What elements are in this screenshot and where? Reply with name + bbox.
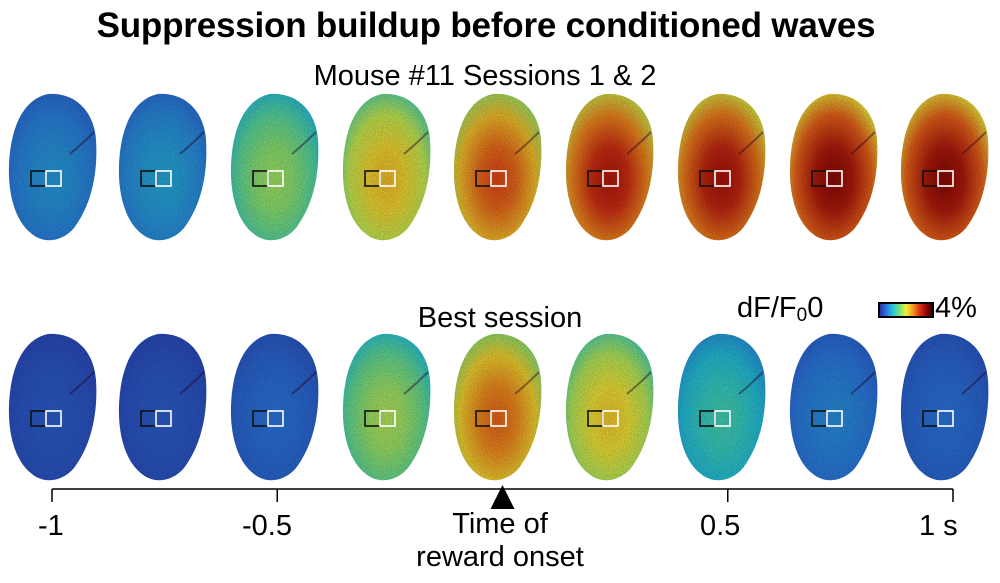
- top-vessel-4: [403, 131, 429, 155]
- bottom-roi-right-2: [155, 410, 172, 427]
- top-vessel-2: [179, 131, 205, 155]
- bottom-row-label: Best session: [417, 302, 583, 334]
- bottom-vessel-3: [291, 371, 317, 395]
- bottom-vessel-1: [69, 371, 95, 395]
- top-speckle-8: [789, 93, 878, 241]
- top-panel-6: [565, 93, 654, 241]
- top-roi-right-5: [490, 170, 507, 187]
- top-panel-4: [342, 93, 431, 241]
- colorbar-label: dF/F00: [737, 292, 824, 326]
- bottom-panel-2: [118, 333, 207, 481]
- top-roi-right-3: [267, 170, 284, 187]
- time-axis: [51, 485, 954, 509]
- top-vessel-7: [738, 131, 764, 155]
- top-speckle-1: [8, 93, 97, 241]
- reward-onset-label: Time of reward onset: [416, 508, 584, 573]
- bottom-vessel-5: [514, 371, 540, 395]
- top-vessel-8: [850, 131, 876, 155]
- bottom-panel-3: [230, 333, 319, 481]
- top-speckle-7: [677, 93, 766, 241]
- bottom-speckle-4: [342, 333, 431, 481]
- bottom-roi-right-9: [937, 410, 954, 427]
- top-vessel-6: [626, 131, 652, 155]
- tick-label-minus-1: -1: [38, 510, 64, 542]
- top-roi-right-2: [155, 170, 172, 187]
- bottom-roi-right-1: [45, 410, 62, 427]
- bottom-vessel-6: [626, 371, 652, 395]
- top-roi-right-8: [826, 170, 843, 187]
- bottom-speckle-6: [565, 333, 654, 481]
- top-roi-right-1: [45, 170, 62, 187]
- top-speckle-9: [900, 93, 989, 241]
- top-roi-right-4: [379, 170, 396, 187]
- colorbar: [878, 302, 934, 318]
- bottom-vessel-9: [961, 371, 987, 395]
- top-vessel-9: [961, 131, 987, 155]
- bottom-roi-right-3: [267, 410, 284, 427]
- bottom-speckle-7: [677, 333, 766, 481]
- bottom-roi-right-8: [826, 410, 843, 427]
- top-vessel-1: [69, 131, 95, 155]
- bottom-speckle-2: [118, 333, 207, 481]
- top-roi-right-6: [602, 170, 619, 187]
- top-panel-3: [230, 93, 319, 241]
- bottom-vessel-8: [850, 371, 876, 395]
- bottom-speckle-9: [900, 333, 989, 481]
- bottom-panel-9: [900, 333, 989, 481]
- bottom-panel-4: [342, 333, 431, 481]
- bottom-vessel-4: [403, 371, 429, 395]
- top-row-label: Mouse #11 Sessions 1 & 2: [313, 60, 657, 92]
- top-roi-right-9: [937, 170, 954, 187]
- top-panel-2: [118, 93, 207, 241]
- top-speckle-5: [453, 93, 542, 241]
- bottom-panel-1: [8, 333, 97, 481]
- tick-label-0-5: 0.5: [700, 510, 741, 542]
- top-speckle-6: [565, 93, 654, 241]
- bottom-roi-right-5: [490, 410, 507, 427]
- bottom-vessel-2: [179, 371, 205, 395]
- bottom-speckle-3: [230, 333, 319, 481]
- bottom-panel-6: [565, 333, 654, 481]
- top-vessel-3: [291, 131, 317, 155]
- figure-title: Suppression buildup before conditioned w…: [96, 6, 876, 45]
- tick-label-minus-0-5: -0.5: [242, 510, 292, 542]
- reward-onset-marker: [490, 485, 515, 509]
- top-panel-7: [677, 93, 766, 241]
- bottom-speckle-8: [789, 333, 878, 481]
- bottom-roi-right-7: [714, 410, 731, 427]
- bottom-vessel-7: [738, 371, 764, 395]
- bottom-roi-right-6: [602, 410, 619, 427]
- bottom-speckle-1: [8, 333, 97, 481]
- top-panel-8: [789, 93, 878, 241]
- bottom-panel-5: [453, 333, 542, 481]
- bottom-roi-right-4: [379, 410, 396, 427]
- colorbar-max-label: 4%: [935, 292, 977, 324]
- top-speckle-2: [118, 93, 207, 241]
- top-speckle-4: [342, 93, 431, 241]
- top-speckle-3: [230, 93, 319, 241]
- colorbar-min-label: 0: [807, 292, 824, 324]
- top-panel-5: [453, 93, 542, 241]
- bottom-panel-7: [677, 333, 766, 481]
- top-vessel-5: [514, 131, 540, 155]
- top-panel-1: [8, 93, 97, 241]
- top-roi-right-7: [714, 170, 731, 187]
- top-panel-9: [900, 93, 989, 241]
- bottom-panel-8: [789, 333, 878, 481]
- bottom-speckle-5: [453, 333, 542, 481]
- tick-label-1-s: 1 s: [919, 510, 958, 542]
